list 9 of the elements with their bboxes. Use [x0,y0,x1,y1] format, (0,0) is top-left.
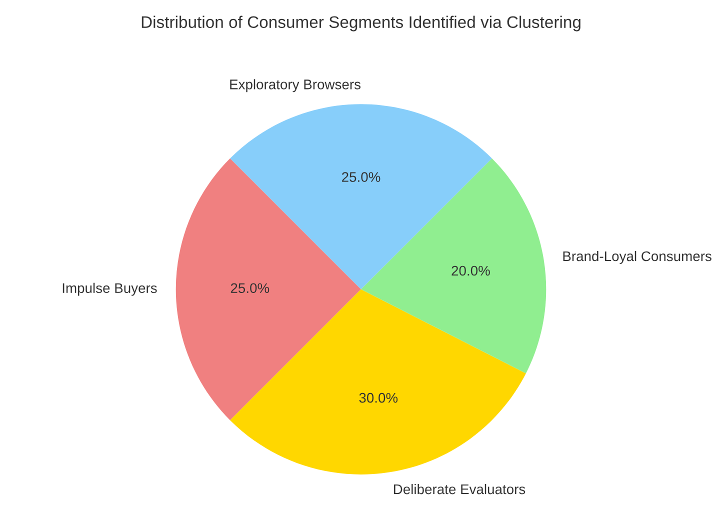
data-label: 30.0% [359,392,398,403]
slice-label: Exploratory Browsers [230,79,361,92]
data-label: 20.0% [452,266,490,276]
data-label: 25.0% [230,283,270,294]
chart-title: Distribution of Consumer Segments Identified via Clustering [142,16,580,32]
slice-label: Impulse Buyers [62,282,157,296]
slice-label: Brand-Loyal Consumers [563,250,712,264]
data-label: 25.0% [342,172,380,182]
slice-label: Deliberate Evaluators [394,484,526,494]
